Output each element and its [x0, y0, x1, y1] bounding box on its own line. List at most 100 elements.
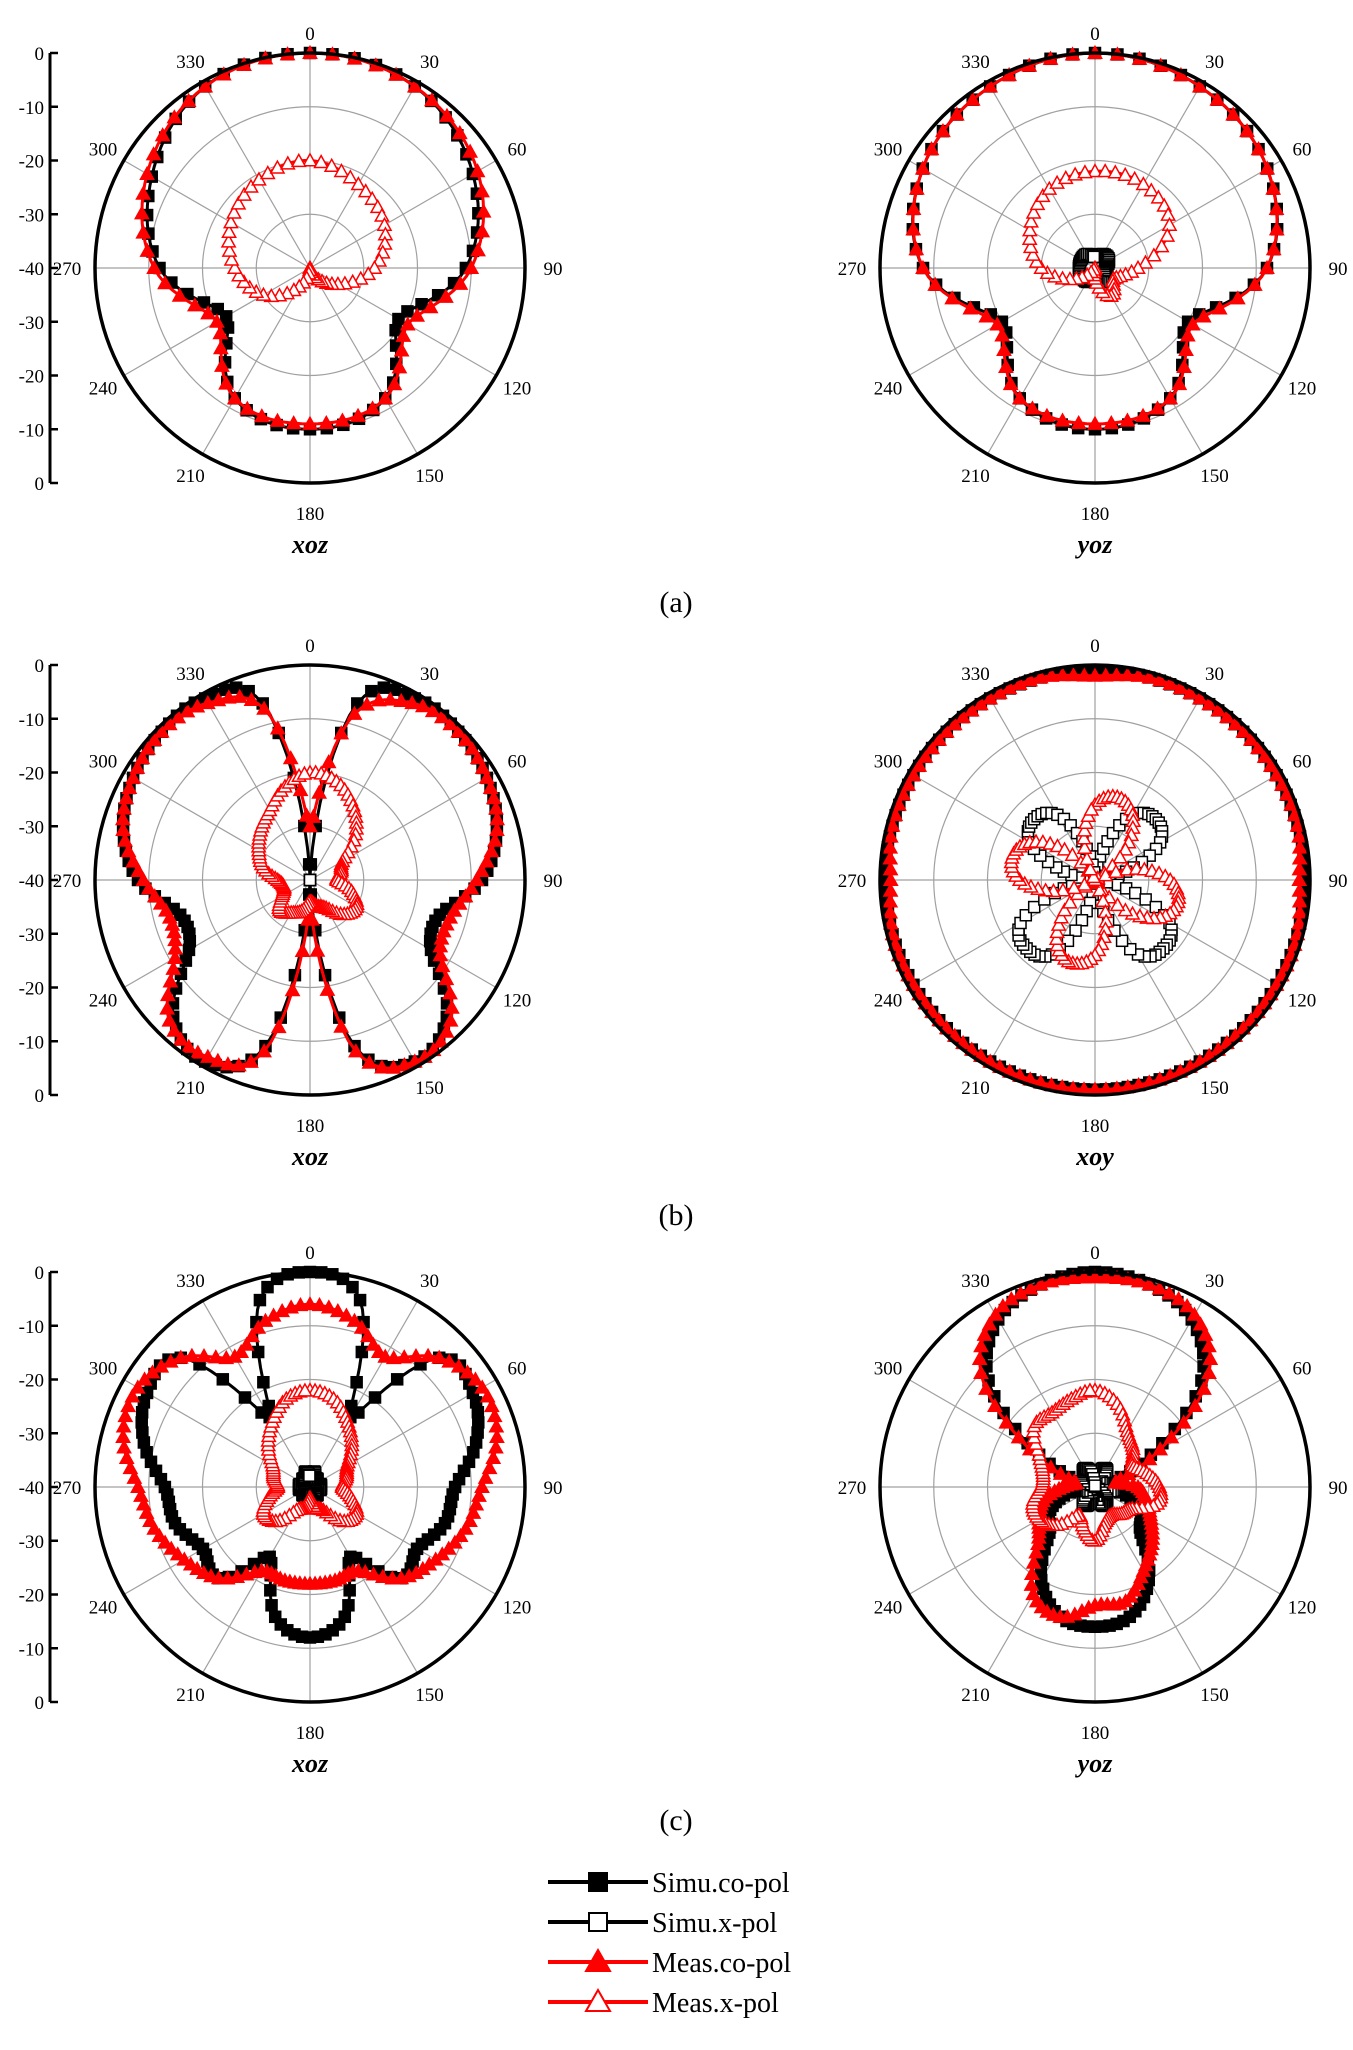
- radial-tick-label: 0: [35, 44, 45, 65]
- series-point-meas-co-pol: [1087, 415, 1103, 430]
- series-point-meas-co-pol: [1119, 667, 1136, 682]
- series-point-meas-co-pol: [1087, 667, 1103, 682]
- grid-spoke: [986, 267, 1096, 455]
- legend-marker: [588, 1872, 608, 1892]
- radial-tick-label: -20: [19, 1371, 44, 1392]
- series-point-simu-x-pol: [1113, 819, 1126, 832]
- series-point-meas-x-pol: [1056, 841, 1073, 856]
- series-point-meas-co-pol: [900, 776, 917, 791]
- legend-label: Simu.x-pol: [652, 1908, 777, 1939]
- radial-tick-label: -10: [19, 420, 44, 441]
- grid-spoke: [201, 1300, 311, 1488]
- series-point-meas-co-pol: [134, 205, 150, 220]
- series-point-meas-x-pol: [221, 242, 238, 257]
- angle-tick-270: 270: [53, 871, 82, 892]
- series-point-meas-co-pol: [1130, 1273, 1147, 1288]
- series-point-meas-co-pol: [124, 1388, 141, 1403]
- series-point-meas-co-pol: [1065, 1269, 1081, 1285]
- series-point-meas-co-pol: [180, 92, 197, 107]
- series-point-meas-co-pol: [1291, 915, 1308, 930]
- series-point-meas-co-pol: [1011, 390, 1028, 405]
- series-point-meas-x-pol: [1055, 882, 1071, 897]
- series-point-simu-co-pol: [216, 1373, 230, 1386]
- series-point-meas-x-pol: [226, 259, 243, 275]
- series-point-meas-x-pol: [269, 159, 286, 174]
- series-point-meas-co-pol: [424, 92, 440, 107]
- series-point-meas-co-pol: [439, 107, 455, 122]
- series-point-meas-co-pol: [115, 1418, 132, 1433]
- series-point-simu-co-pol: [355, 1345, 369, 1359]
- series-point-meas-x-pol: [1077, 164, 1093, 179]
- series-point-meas-co-pol: [146, 1520, 163, 1535]
- series-point-meas-co-pol: [320, 1299, 337, 1314]
- series-point-meas-co-pol: [1141, 1276, 1158, 1291]
- series-point-simu-co-pol: [262, 1399, 275, 1413]
- plane-label: xoz: [291, 530, 329, 559]
- series-point-simu-x-pol: [1019, 909, 1033, 922]
- series-point-meas-co-pol: [233, 1343, 250, 1359]
- series-point-simu-co-pol: [211, 302, 225, 316]
- series-point-meas-co-pol: [269, 412, 286, 427]
- series-point-meas-co-pol: [469, 750, 486, 765]
- angle-tick-300: 300: [89, 1359, 118, 1380]
- series-point-meas-co-pol: [474, 1379, 491, 1394]
- radial-tick-label: -20: [19, 979, 44, 1000]
- series-point-meas-co-pol: [1170, 1291, 1187, 1306]
- series-point-meas-x-pol: [1079, 850, 1095, 866]
- series-point-meas-x-pol: [1066, 879, 1082, 895]
- series-point-simu-co-pol: [136, 1426, 149, 1439]
- radial-tick-label: -30: [19, 1532, 44, 1553]
- angle-tick-0: 0: [1090, 1243, 1100, 1264]
- series-point-meas-co-pol: [1262, 757, 1279, 772]
- series-point-meas-x-pol: [1029, 195, 1046, 211]
- series-point-simu-x-pol: [1057, 812, 1071, 826]
- series-point-meas-co-pol: [1028, 1544, 1044, 1559]
- series-point-meas-x-pol: [1082, 1382, 1098, 1397]
- grid-spoke: [1094, 81, 1204, 269]
- series-point-meas-co-pol: [120, 1397, 137, 1413]
- series-point-meas-co-pol: [964, 91, 981, 106]
- grid-spoke: [123, 1486, 311, 1596]
- series-point-meas-co-pol: [882, 871, 899, 887]
- series-point-meas-co-pol: [479, 1388, 496, 1403]
- series-point-meas-co-pol: [1191, 690, 1208, 705]
- series-point-meas-co-pol: [483, 843, 500, 858]
- grid-spoke: [986, 693, 1096, 881]
- series-point-meas-co-pol: [117, 1407, 134, 1423]
- angle-tick-240: 240: [874, 379, 903, 400]
- series-point-meas-co-pol: [377, 390, 394, 405]
- series-point-meas-co-pol: [433, 709, 450, 724]
- series-point-meas-x-pol: [1091, 882, 1108, 897]
- series-point-meas-co-pol: [882, 893, 899, 908]
- series-point-meas-x-pol: [1083, 801, 1100, 816]
- series-point-meas-co-pol: [915, 259, 931, 275]
- angle-tick-330: 330: [961, 1271, 990, 1292]
- series-point-meas-co-pol: [118, 1449, 135, 1465]
- series-point-meas-co-pol: [1227, 716, 1244, 731]
- series-point-meas-x-pol: [223, 251, 240, 266]
- angle-tick-270: 270: [838, 1478, 867, 1499]
- radial-tick-label: -20: [19, 1586, 44, 1607]
- series-point-meas-co-pol: [157, 275, 173, 290]
- grid-spoke: [986, 81, 1096, 269]
- series-point-meas-co-pol: [409, 307, 426, 322]
- series-point-meas-co-pol: [1210, 702, 1227, 717]
- series-point-meas-co-pol: [1182, 685, 1199, 700]
- series-point-meas-co-pol: [238, 1336, 255, 1351]
- series-point-meas-co-pol: [121, 779, 138, 795]
- series-point-meas-co-pol: [882, 861, 899, 876]
- series-point-meas-co-pol: [1265, 241, 1282, 256]
- series-point-meas-co-pol: [1010, 1429, 1027, 1444]
- legend-label: Simu.co-pol: [652, 1868, 790, 1899]
- grid-spoke: [1094, 879, 1282, 989]
- series-line-meas-co-pol: [140, 51, 486, 426]
- series-point-meas-co-pol: [243, 1053, 259, 1068]
- series-point-meas-x-pol: [357, 183, 374, 198]
- series-point-meas-co-pol: [882, 904, 899, 919]
- series-point-meas-x-pol: [290, 152, 307, 168]
- series-point-simu-x-pol: [303, 873, 317, 887]
- series-point-simu-co-pol: [389, 323, 402, 337]
- series-point-meas-x-pol: [360, 265, 377, 281]
- series-point-meas-co-pol: [994, 327, 1011, 342]
- series-point-simu-co-pol: [265, 1599, 278, 1612]
